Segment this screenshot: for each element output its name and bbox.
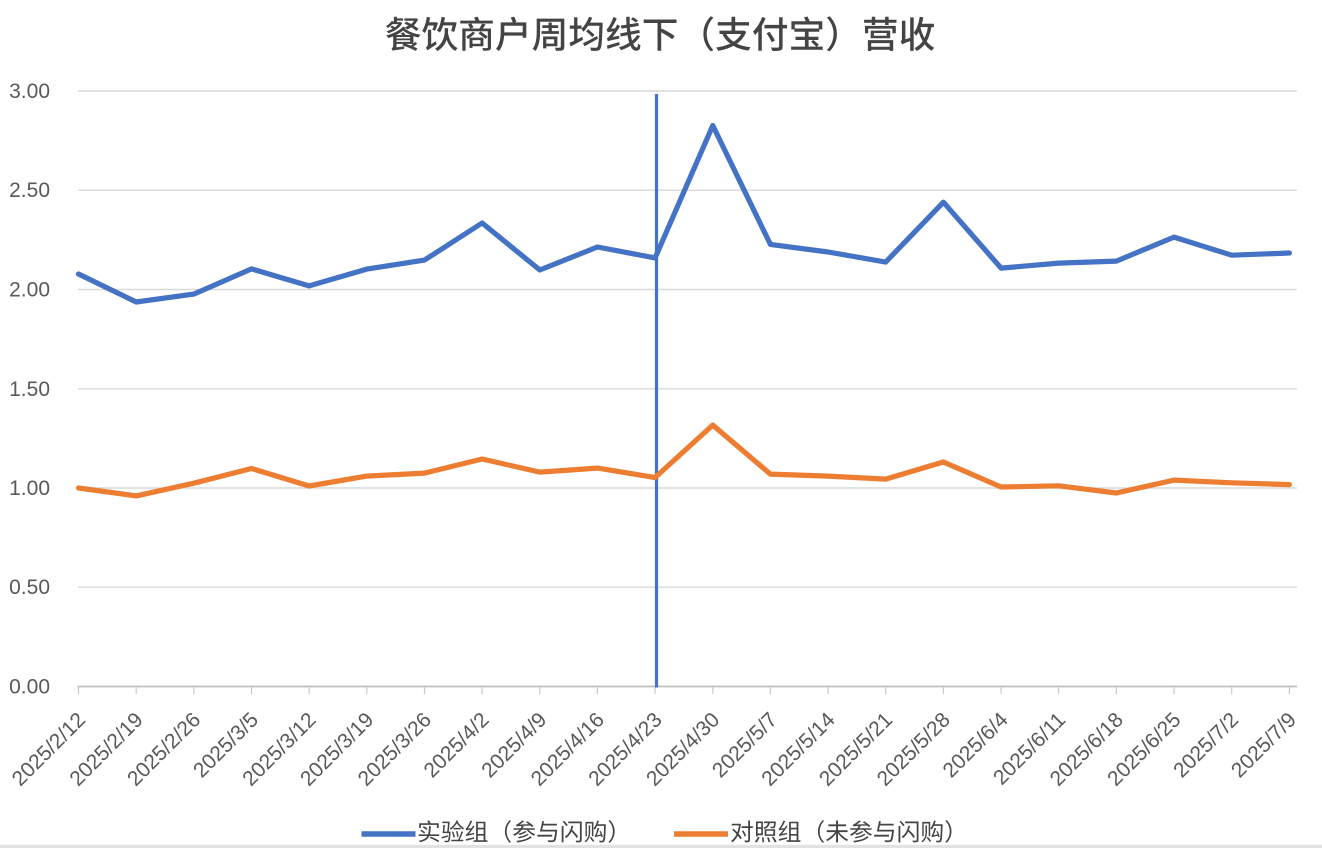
svg-text:2.50: 2.50 — [9, 179, 50, 202]
svg-text:0.50: 0.50 — [9, 576, 50, 599]
svg-text:1.50: 1.50 — [9, 378, 50, 401]
svg-text:2.00: 2.00 — [9, 279, 50, 302]
svg-text:0.00: 0.00 — [9, 676, 50, 699]
svg-text:1.00: 1.00 — [9, 477, 50, 500]
svg-text:3.00: 3.00 — [9, 80, 50, 103]
